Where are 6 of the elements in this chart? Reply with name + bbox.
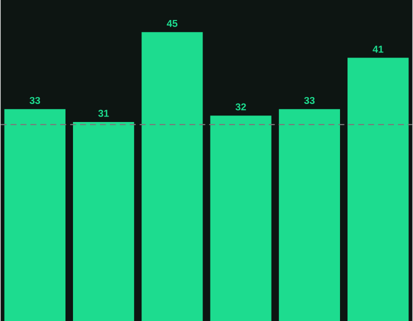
- data-label: 33: [304, 96, 315, 104]
- data-label: 33: [30, 96, 40, 104]
- data-label: 31: [98, 110, 109, 117]
- data-label: 41: [372, 46, 384, 53]
- data-label: 45: [166, 20, 178, 27]
- data-label: 32: [236, 103, 246, 110]
